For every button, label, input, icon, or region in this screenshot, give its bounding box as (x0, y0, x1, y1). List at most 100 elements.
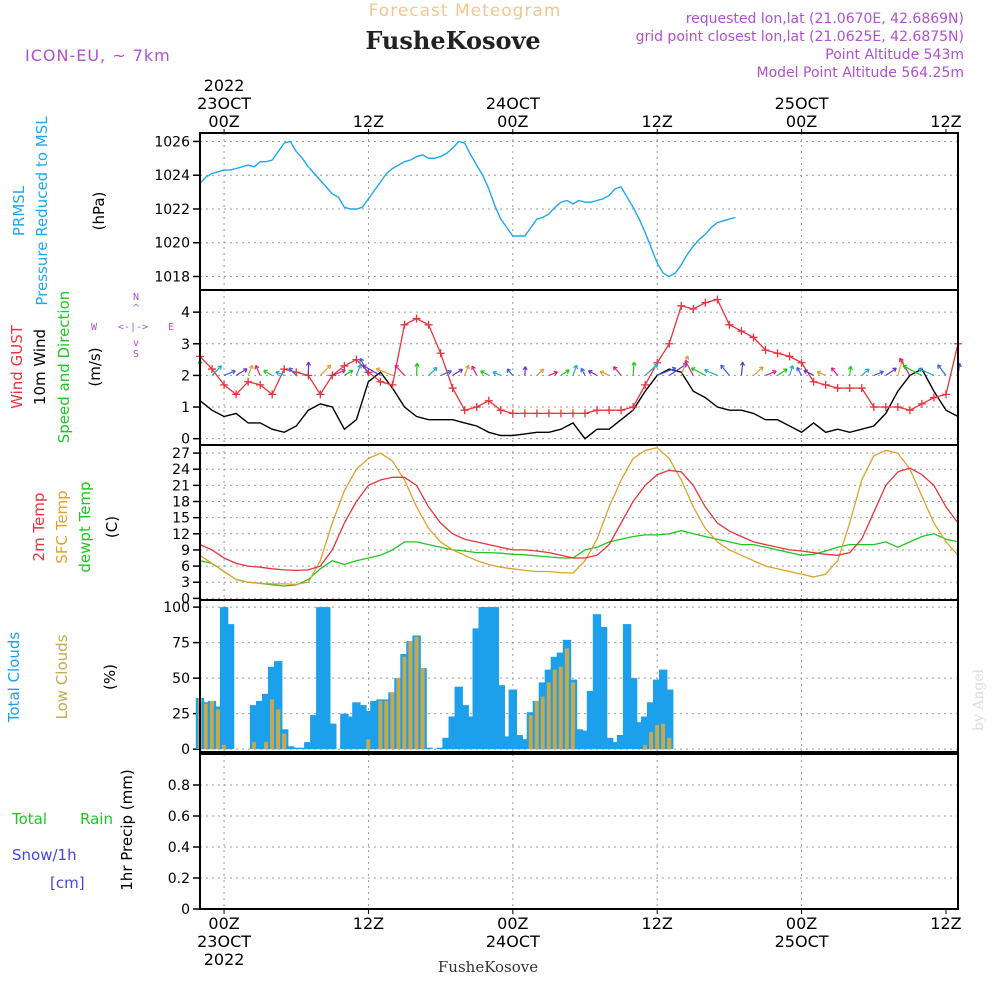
y-tick-label: 24 (172, 462, 190, 478)
y-tick-label: 3 (181, 575, 190, 591)
y-tick-label: 0.8 (168, 778, 190, 794)
gust-marker (929, 393, 938, 402)
wind-arrow (680, 355, 690, 376)
precip-frame (199, 753, 959, 910)
y-tick-label: 1018 (154, 269, 190, 285)
total-cloud-bar (442, 737, 451, 750)
wind-arrow (375, 367, 393, 376)
low-cloud-bar (528, 715, 533, 750)
gust-marker (448, 384, 457, 393)
gust-marker (689, 304, 698, 313)
low-cloud-bar (408, 641, 413, 750)
wind-panel: 0 1 2 3 4 Wind GUST 10m Wind Speed and Direc… (8, 289, 962, 448)
low-cloud-bar (546, 682, 551, 750)
low-cloud-bar (564, 648, 570, 750)
y-tick-label: 1026 (154, 134, 190, 150)
gust-marker (412, 314, 421, 323)
gust-marker (340, 361, 349, 370)
top-axis-label: 12Z (353, 112, 384, 131)
precip-panel: 0 0.2 0.4 0.6 0.8 1hr Precip (mm) Total Rain… (11, 753, 959, 918)
top-axis-label: 00Z (786, 112, 817, 131)
precip-label-total: Total (11, 810, 47, 828)
gust-marker (220, 380, 229, 389)
wind-arrow (644, 363, 659, 376)
wind-arrow (305, 361, 312, 376)
gust-marker (436, 349, 445, 358)
low-cloud-bar (396, 678, 401, 750)
y-tick-label: 0 (181, 742, 190, 758)
y-tick-label: 100 (163, 600, 190, 616)
wind-y-ticks: 0 1 2 3 4 (181, 305, 200, 448)
total-cloud-bar (424, 747, 433, 750)
low-cloud-bar (414, 636, 419, 750)
gust-marker (725, 320, 734, 329)
total-cloud-bar (574, 729, 584, 750)
location-title: FusheKosove (365, 26, 540, 55)
wind-arrow (452, 368, 464, 376)
gust-marker (593, 406, 602, 415)
total-cloud-bar (653, 679, 662, 750)
y-tick-label: 1020 (154, 236, 190, 252)
gust-marker (568, 409, 577, 418)
wind-arrow (690, 367, 706, 376)
total-cloud-bar (466, 716, 475, 750)
model-altitude: Model Point Altitude 564.25m (757, 65, 964, 81)
gust-marker (496, 406, 505, 415)
wind-arrow (788, 365, 795, 376)
wind-arrow (803, 369, 814, 376)
wind-arrow (522, 366, 528, 376)
clouds-frame (199, 599, 959, 753)
temp-label-dewpt: dewpt Temp (76, 481, 94, 572)
wind-arrow (361, 364, 381, 376)
low-cloud-bar (252, 742, 257, 750)
gust-marker (400, 320, 409, 329)
temperature-grid (200, 445, 958, 600)
y-tick-label: 15 (172, 511, 190, 527)
low-cloud-bar (282, 733, 287, 750)
wind-arrow (599, 370, 610, 376)
y-tick-label: 1024 (154, 168, 190, 184)
wind-arrow (917, 367, 935, 376)
total-cloud-bar (604, 737, 614, 750)
wind-arrow (394, 364, 405, 376)
total-cloud-bar (514, 735, 523, 750)
gust-marker (388, 380, 397, 389)
wind-arrow (684, 359, 694, 376)
gust-marker (460, 406, 469, 415)
compass-h-arrow: <-|-> (118, 322, 148, 333)
wind-speed-line (199, 368, 959, 440)
wind-arrow (223, 369, 236, 376)
total-cloud-bar (659, 669, 668, 750)
total-cloud-bar (616, 735, 626, 750)
low-cloud-bar (534, 700, 539, 750)
y-tick-label: 0 (181, 591, 190, 607)
low-cloud-bar (215, 709, 221, 750)
total-cloud-bar (358, 705, 367, 750)
y-tick-label: 1 (181, 400, 190, 416)
gust-marker (208, 365, 217, 374)
low-cloud-bar (661, 723, 666, 750)
precip-grid (200, 754, 958, 910)
top-axis-label: 25OCT (775, 94, 829, 113)
gust-marker (581, 409, 590, 418)
wind-arrow (440, 369, 452, 376)
dewpoint-line (199, 529, 959, 587)
wind-arrow (428, 366, 438, 376)
total-cloud-bar (352, 702, 361, 750)
gust-marker (256, 380, 265, 389)
wind-arrow (704, 368, 718, 376)
wind-direction-arrows (197, 355, 962, 376)
low-cloud-bar (558, 666, 563, 750)
total-cloud-bar (346, 716, 355, 750)
bottom-axis-label: 00Z (786, 914, 817, 933)
total-cloud-bar (610, 742, 620, 750)
total-cloud-bar (304, 742, 313, 750)
low-cloud-bar (643, 744, 648, 750)
gust-marker (520, 409, 529, 418)
y-tick-label: 18 (172, 495, 190, 511)
gust-marker (713, 295, 722, 304)
gust-marker (605, 406, 614, 415)
wind-arrow (720, 364, 730, 376)
total-cloud-bar (622, 624, 632, 750)
